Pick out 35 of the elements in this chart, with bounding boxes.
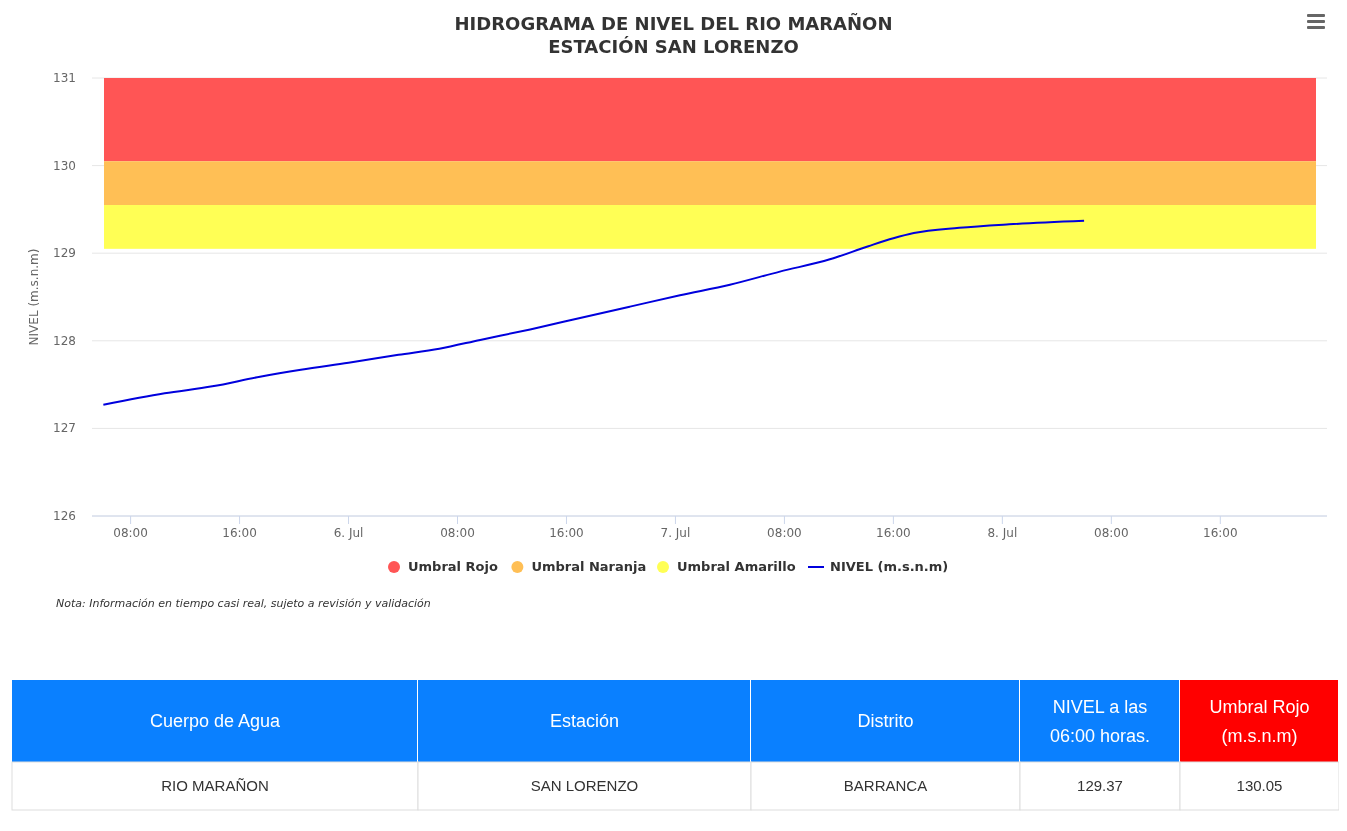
category-label: Estación	[549, 711, 620, 731]
x-tick-label: 08:00	[767, 526, 802, 540]
y-tick-label: 128	[53, 333, 76, 348]
text: Nota: Información en tiempo casi real, sujeto a revisión y validación	[56, 597, 431, 610]
x-tick-label: 7. Jul	[660, 526, 691, 540]
x-tick-label: 16:00	[222, 526, 257, 540]
x-tick-label: 16:00	[549, 526, 584, 540]
chart-subtitle: ESTACIÓN SAN LORENZO	[548, 36, 799, 57]
x-tick-label: 08:00	[1094, 526, 1129, 540]
text: SAN LORENZO	[530, 777, 639, 794]
category-label: Cuerpo de Agua	[149, 711, 282, 731]
category-label: Distrito	[857, 711, 914, 731]
y-tick-label: 131	[53, 71, 76, 85]
category-label: Umbral Rojo (m.s.n.m)	[1209, 696, 1310, 746]
x-tick-label: 6. Jul	[333, 526, 364, 540]
legend-label: Umbral Rojo	[408, 559, 498, 574]
y-tick-label: 130	[53, 158, 76, 173]
legend-label: Umbral Amarillo	[677, 559, 796, 574]
y-tick-label: 129	[53, 246, 76, 261]
y-tick-label: 126	[53, 509, 76, 523]
y-axis-title: NIVEL (m.s.n.m)	[27, 248, 41, 346]
text: 130.05	[1236, 777, 1283, 794]
x-tick-label: 16:00	[876, 526, 911, 540]
legend-label: Umbral Naranja	[531, 559, 647, 574]
chart-title: HIDROGRAMA DE NIVEL DEL RIO MARAÑON	[454, 12, 893, 34]
text: BARRANCA	[843, 777, 928, 794]
x-tick-label: 08:00	[440, 526, 475, 540]
y-tick-label: 127	[53, 421, 76, 436]
text: RIO MARAÑON	[161, 777, 269, 794]
legend-label: NIVEL (m.s.n.m)	[830, 559, 949, 574]
category-label: NIVEL a las 06:00 horas.	[1049, 696, 1151, 746]
x-tick-label: 08:00	[113, 526, 148, 540]
x-tick-label: 8. Jul	[987, 526, 1018, 540]
x-tick-label: 16:00	[1203, 526, 1238, 540]
text: 129.37	[1077, 777, 1123, 794]
